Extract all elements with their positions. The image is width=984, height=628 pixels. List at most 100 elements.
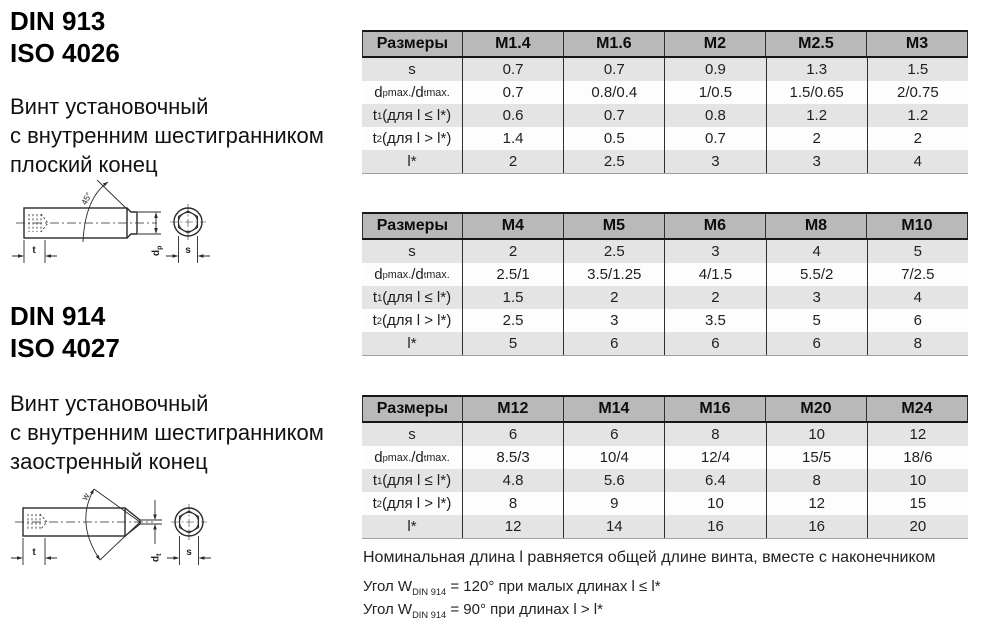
table-cell: 3 [664,150,765,173]
description-line: плоский конец [10,152,158,177]
table-row: l* 12 14 16 16 20 [362,515,968,539]
table-cell: 1.2 [765,104,867,127]
table-cell: 2 [563,286,664,309]
table-cell: 2 [462,240,563,263]
table-cell: 1.4 [462,127,563,150]
note-angle-120: Угол WDIN 914 = 120° при малых длинах l … [363,578,661,597]
table-cell: 6 [563,332,664,355]
table-cell: 0.7 [563,58,664,81]
table-cell: 4.8 [462,469,563,492]
s-dimension-label: s [186,547,192,558]
table-header-row: Размеры M12 M14 M16 M20 M24 [362,395,968,423]
table-cell: 2.5 [563,240,664,263]
row-label: l* [407,518,417,535]
d-label-sub: p [157,246,164,250]
chamfer-angle-annotation [82,179,129,243]
column-header: M24 [865,397,967,421]
column-header: M1.6 [562,32,664,56]
dimension-s [166,236,210,263]
table-cell: 0.8 [664,104,765,127]
dimension-s [167,536,211,565]
table-row: l* 5 6 6 6 8 [362,332,968,356]
column-header: M12 [461,397,563,421]
table-cell: 12 [765,492,867,515]
din-913-description: Винт установочный с внутренним шестигран… [10,92,324,179]
dp-dimension-label: dp [151,246,164,256]
table-cell: 3.5 [664,309,765,332]
column-header: Размеры [376,35,449,52]
table-cell: 6.4 [664,469,765,492]
dimensions-table-m12-m24: Размеры M12 M14 M16 M20 M24 s 6 6 8 10 12 d p max./d t… [362,395,968,539]
table-cell: 3 [664,240,765,263]
column-header: M10 [865,214,967,238]
column-header: M4 [461,214,563,238]
table-cell: 2/0.75 [866,81,968,104]
din-913-title: DIN 913 [10,6,106,36]
table-cell: 12/4 [664,446,765,469]
description-line: заостренный конец [10,449,208,474]
row-label: s [408,61,416,78]
note-nominal-length: Номинальная длина l равняется общей длин… [363,549,936,566]
dt-dimension-label: dt [151,553,164,562]
table-cell: 10 [765,423,867,446]
table-cell: 0.8/0.4 [563,81,664,104]
table-cell: 3.5/1.25 [563,263,664,286]
dimensions-table-m4-m10: Размеры M4 M5 M6 M8 M10 s 2 2.5 3 4 5 d p max./d t max… [362,212,968,356]
table-row: s 6 6 8 10 12 [362,423,968,446]
table-cell: 5 [765,309,867,332]
note-angle-90: Угол WDIN 914 = 90° при длинах l > l* [363,601,603,620]
table-cell: 0.7 [462,58,563,81]
table-cell: 6 [664,332,765,355]
table-row: s 2 2.5 3 4 5 [362,240,968,263]
table-cell: 5.5/2 [765,263,867,286]
column-header: M2 [663,32,765,56]
table-cell: 8 [462,492,563,515]
d-label-sub: t [156,553,163,556]
end-view-crosshair [170,204,206,240]
table-cell: 0.5 [563,127,664,150]
table-cell: 2.5 [563,150,664,173]
table-cell: 10/4 [563,446,664,469]
table-cell: 15 [866,492,968,515]
column-header: M16 [663,397,765,421]
angle-label: 45° [79,191,94,207]
dimension-t [12,240,57,263]
table-cell: 2 [765,127,867,150]
table-cell: 10 [866,469,968,492]
table-cell: 0.7 [563,104,664,127]
d-label-main: d [151,556,162,562]
column-header: M1.4 [461,32,563,56]
column-header: Размеры [376,217,449,234]
table-cell: 1.5/0.65 [765,81,867,104]
table-cell: 7/2.5 [866,263,968,286]
column-header: Размеры [376,400,449,417]
column-header: M8 [764,214,866,238]
table-cell: 4 [765,240,867,263]
table-cell: 6 [462,423,563,446]
description-line: Винт установочный [10,391,209,416]
row-label: s [408,243,416,260]
row-label: s [408,426,416,443]
table-cell: 1.3 [765,58,867,81]
t-dimension-label: t [32,245,36,256]
hex-socket-hidden-lines [27,513,48,531]
d-label-main: d [151,250,162,256]
din-914-description: Винт установочный с внутренним шестигран… [10,389,324,476]
table-row: l* 2 2.5 3 3 4 [362,150,968,174]
hex-socket-outline [177,210,199,234]
table-cell: 4/1.5 [664,263,765,286]
table-cell: 12 [462,515,563,538]
column-header: M6 [663,214,765,238]
table-cell: 12 [866,423,968,446]
table-cell: 5 [866,240,968,263]
table-cell: 9 [563,492,664,515]
